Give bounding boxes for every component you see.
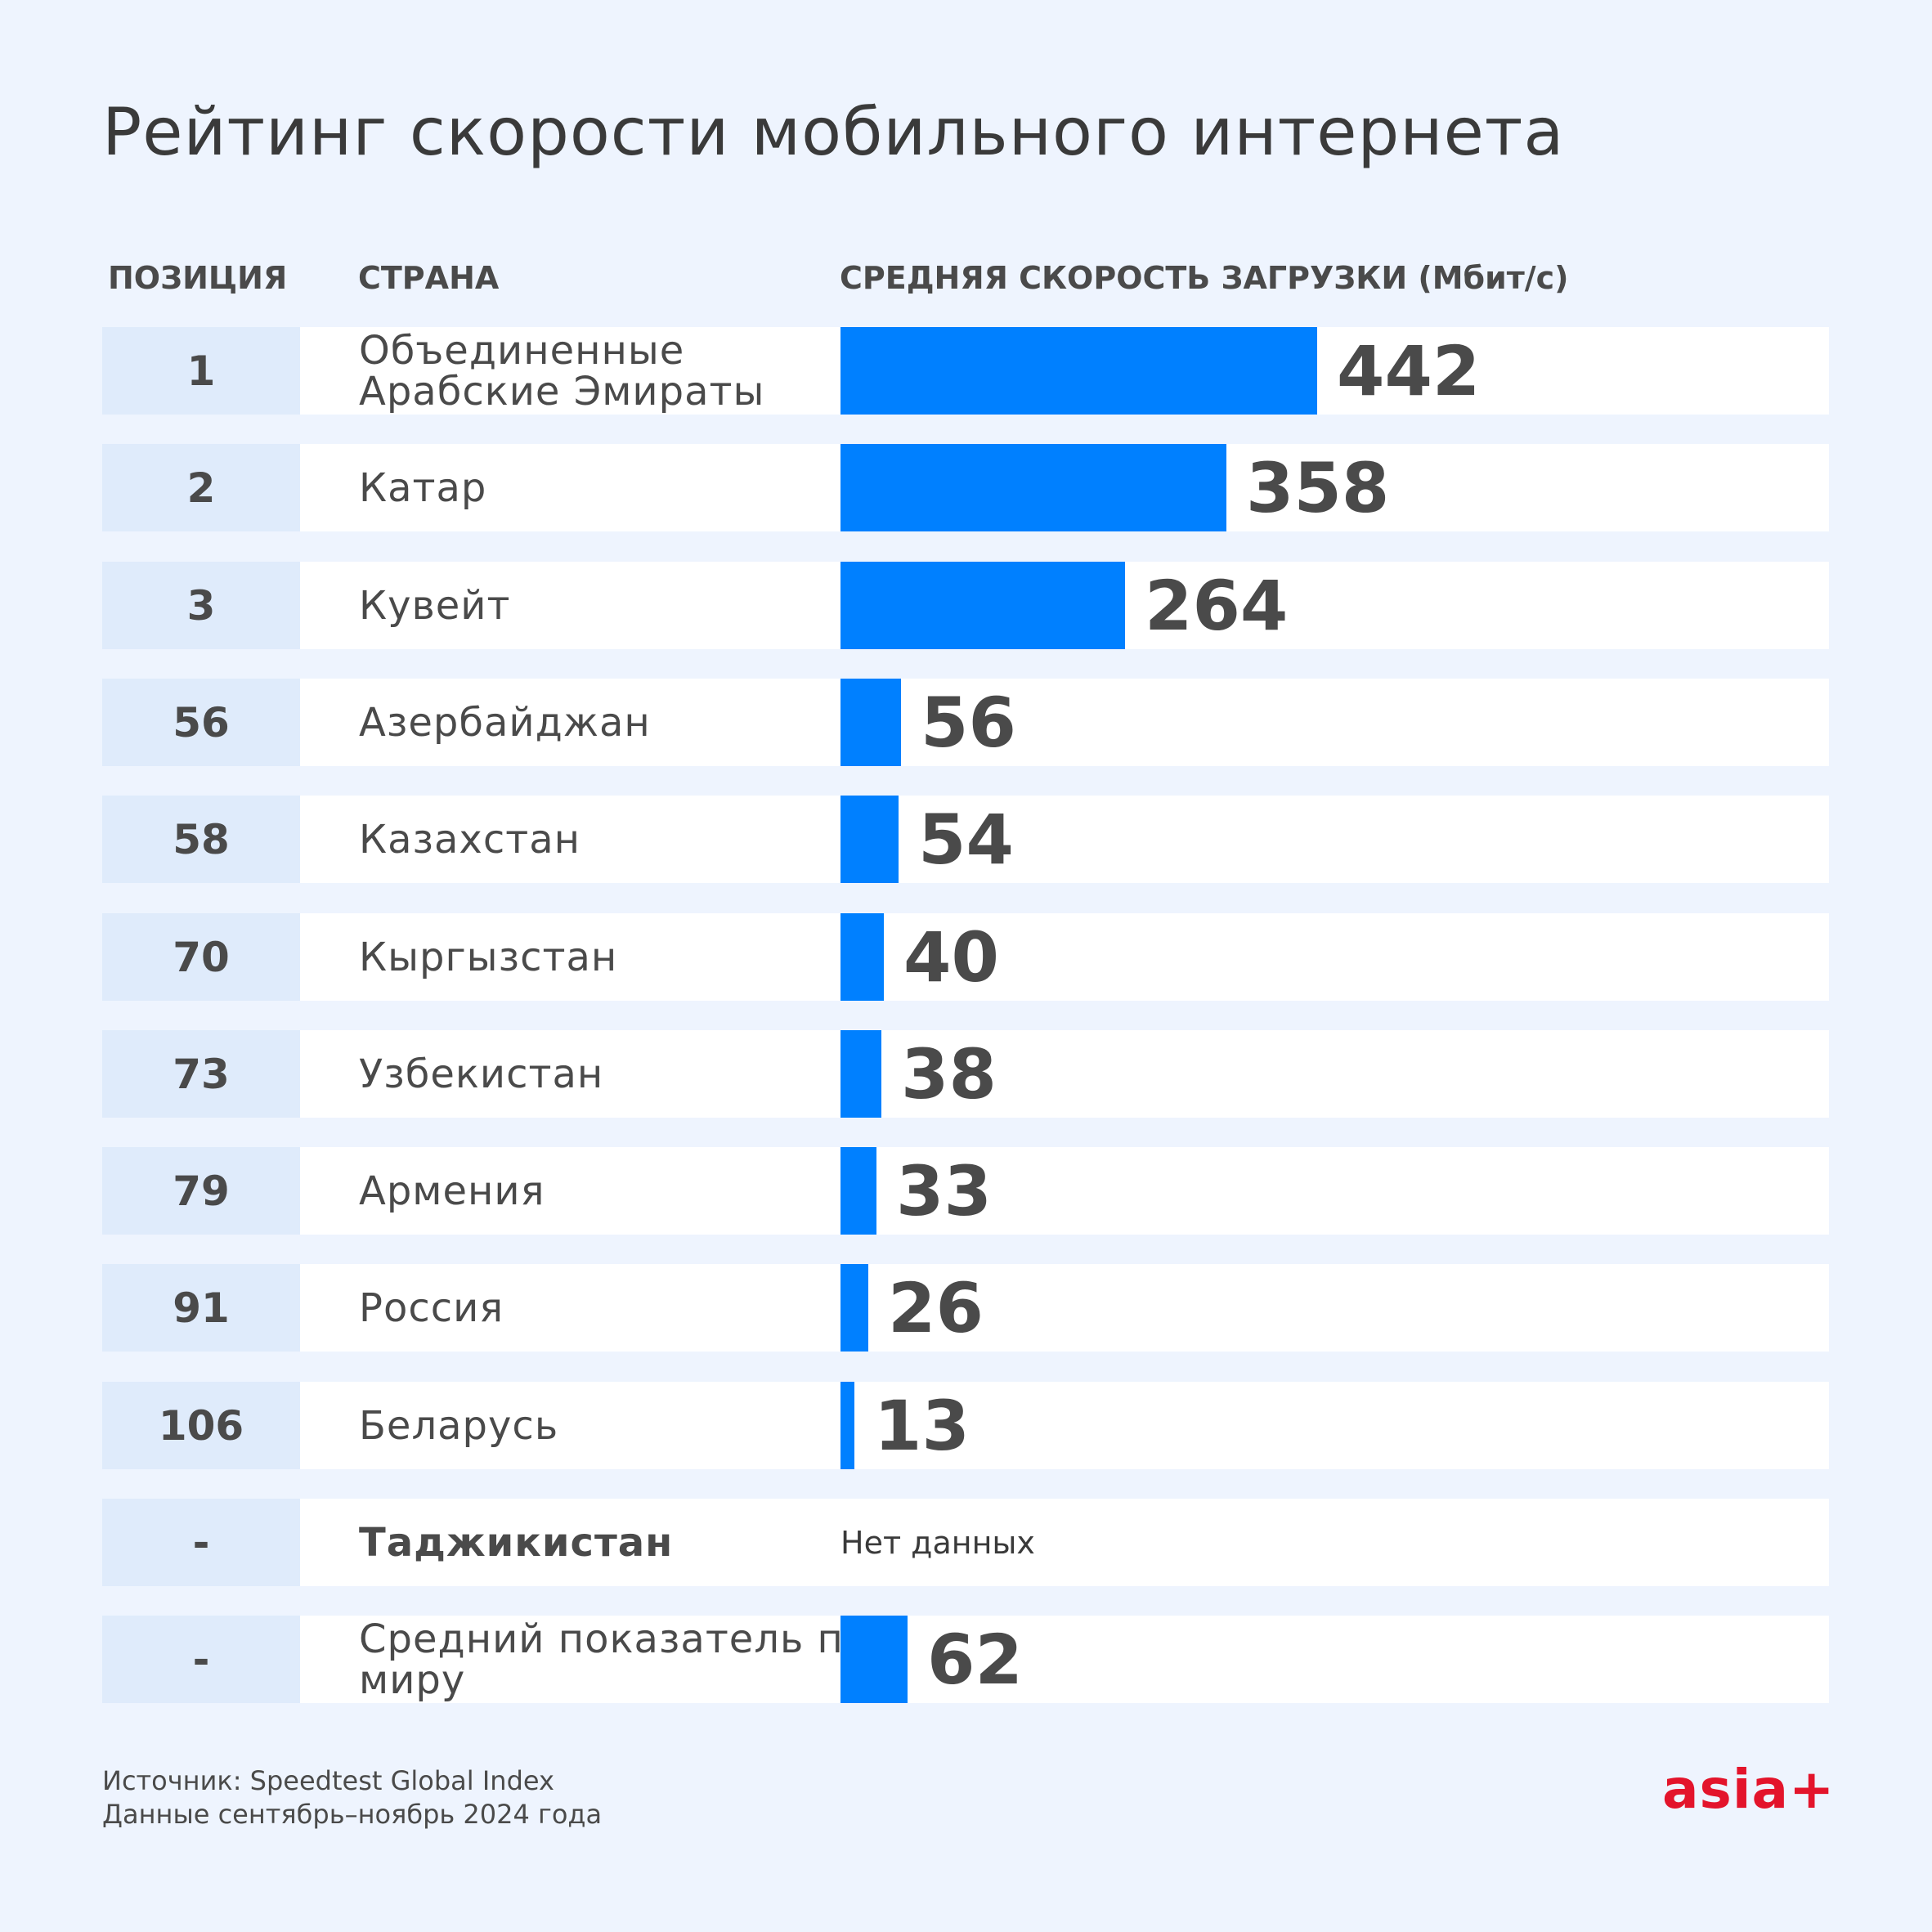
- position-label: 1: [102, 327, 300, 415]
- country-label: Азербайджан: [359, 699, 651, 746]
- chart-row: 91 Россия 26: [102, 1264, 1829, 1352]
- position-label: -: [102, 1616, 300, 1703]
- data-label: 62: [927, 1619, 1023, 1700]
- data-label: 40: [903, 917, 999, 997]
- position-label: 58: [102, 796, 300, 883]
- data-label: 38: [901, 1033, 997, 1114]
- source-text: Источник: Speedtest Global Index: [102, 1765, 554, 1796]
- chart-row: - Таджикистан Нет данных: [102, 1499, 1829, 1586]
- country-label: Катар: [359, 464, 487, 511]
- source-note: Источник: Speedtest Global Index Данные …: [102, 1764, 602, 1831]
- country-label: Таджикистан: [359, 1519, 674, 1566]
- chart-row: 73 Узбекистан 38: [102, 1030, 1829, 1118]
- chart-row: 70 Кыргызстан 40: [102, 913, 1829, 1001]
- bar: [840, 1382, 854, 1469]
- chart-row: 79 Армения 33: [102, 1147, 1829, 1235]
- position-label: 3: [102, 562, 300, 649]
- chart-row: 56 Азербайджан 56: [102, 679, 1829, 766]
- country-label: Казахстан: [359, 816, 580, 863]
- bar: [840, 327, 1317, 415]
- chart-row: 2 Катар 358: [102, 444, 1829, 531]
- country-label: Кувейт: [359, 582, 511, 629]
- country-label: Узбекистан: [359, 1051, 604, 1097]
- period-text: Данные сентябрь–ноябрь 2024 года: [102, 1799, 603, 1830]
- country-label: Средний показатель по миру: [359, 1616, 869, 1703]
- page-title: Рейтинг скорости мобильного интернета: [102, 94, 1565, 170]
- data-label: 442: [1337, 330, 1481, 411]
- data-label: 358: [1246, 447, 1390, 528]
- data-label: 54: [918, 799, 1014, 880]
- bar: [840, 913, 884, 1001]
- chart-row: - Средний показатель по миру 62: [102, 1616, 1829, 1703]
- position-label: 2: [102, 444, 300, 531]
- data-label: 56: [921, 682, 1016, 763]
- country-label: Беларусь: [359, 1402, 559, 1449]
- chart-row: 106 Беларусь 13: [102, 1382, 1829, 1469]
- position-label: 91: [102, 1264, 300, 1352]
- position-label: 56: [102, 679, 300, 766]
- bar: [840, 1616, 908, 1703]
- no-data-label: Нет данных: [840, 1524, 1035, 1561]
- position-label: 73: [102, 1030, 300, 1118]
- column-header-country: СТРАНА: [358, 260, 500, 296]
- asia-plus-logo: asia+: [1662, 1758, 1836, 1821]
- country-label: Россия: [359, 1284, 504, 1331]
- data-label: 26: [888, 1267, 984, 1348]
- bar: [840, 1264, 868, 1352]
- data-label: 264: [1145, 565, 1289, 646]
- data-label: 13: [874, 1385, 970, 1466]
- position-label: 79: [102, 1147, 300, 1235]
- bar: [840, 444, 1226, 531]
- bar: [840, 796, 899, 883]
- chart-row: 58 Казахстан 54: [102, 796, 1829, 883]
- chart-row: 1 Объединенные Арабские Эмираты 442: [102, 327, 1829, 415]
- position-label: -: [102, 1499, 300, 1586]
- column-header-speed: СРЕДНЯЯ СКОРОСТЬ ЗАГРУЗКИ (Мбит/с): [840, 260, 1569, 296]
- country-label: Армения: [359, 1168, 545, 1214]
- bar: [840, 679, 901, 766]
- data-label: 33: [896, 1150, 992, 1231]
- position-label: 70: [102, 913, 300, 1001]
- bar: [840, 1147, 876, 1235]
- position-label: 106: [102, 1382, 300, 1469]
- bar: [840, 1030, 881, 1118]
- column-header-position: ПОЗИЦИЯ: [108, 260, 288, 296]
- bar: [840, 562, 1125, 649]
- chart-row: 3 Кувейт 264: [102, 562, 1829, 649]
- country-label: Кыргызстан: [359, 934, 618, 980]
- country-label: Объединенные Арабские Эмираты: [359, 327, 765, 415]
